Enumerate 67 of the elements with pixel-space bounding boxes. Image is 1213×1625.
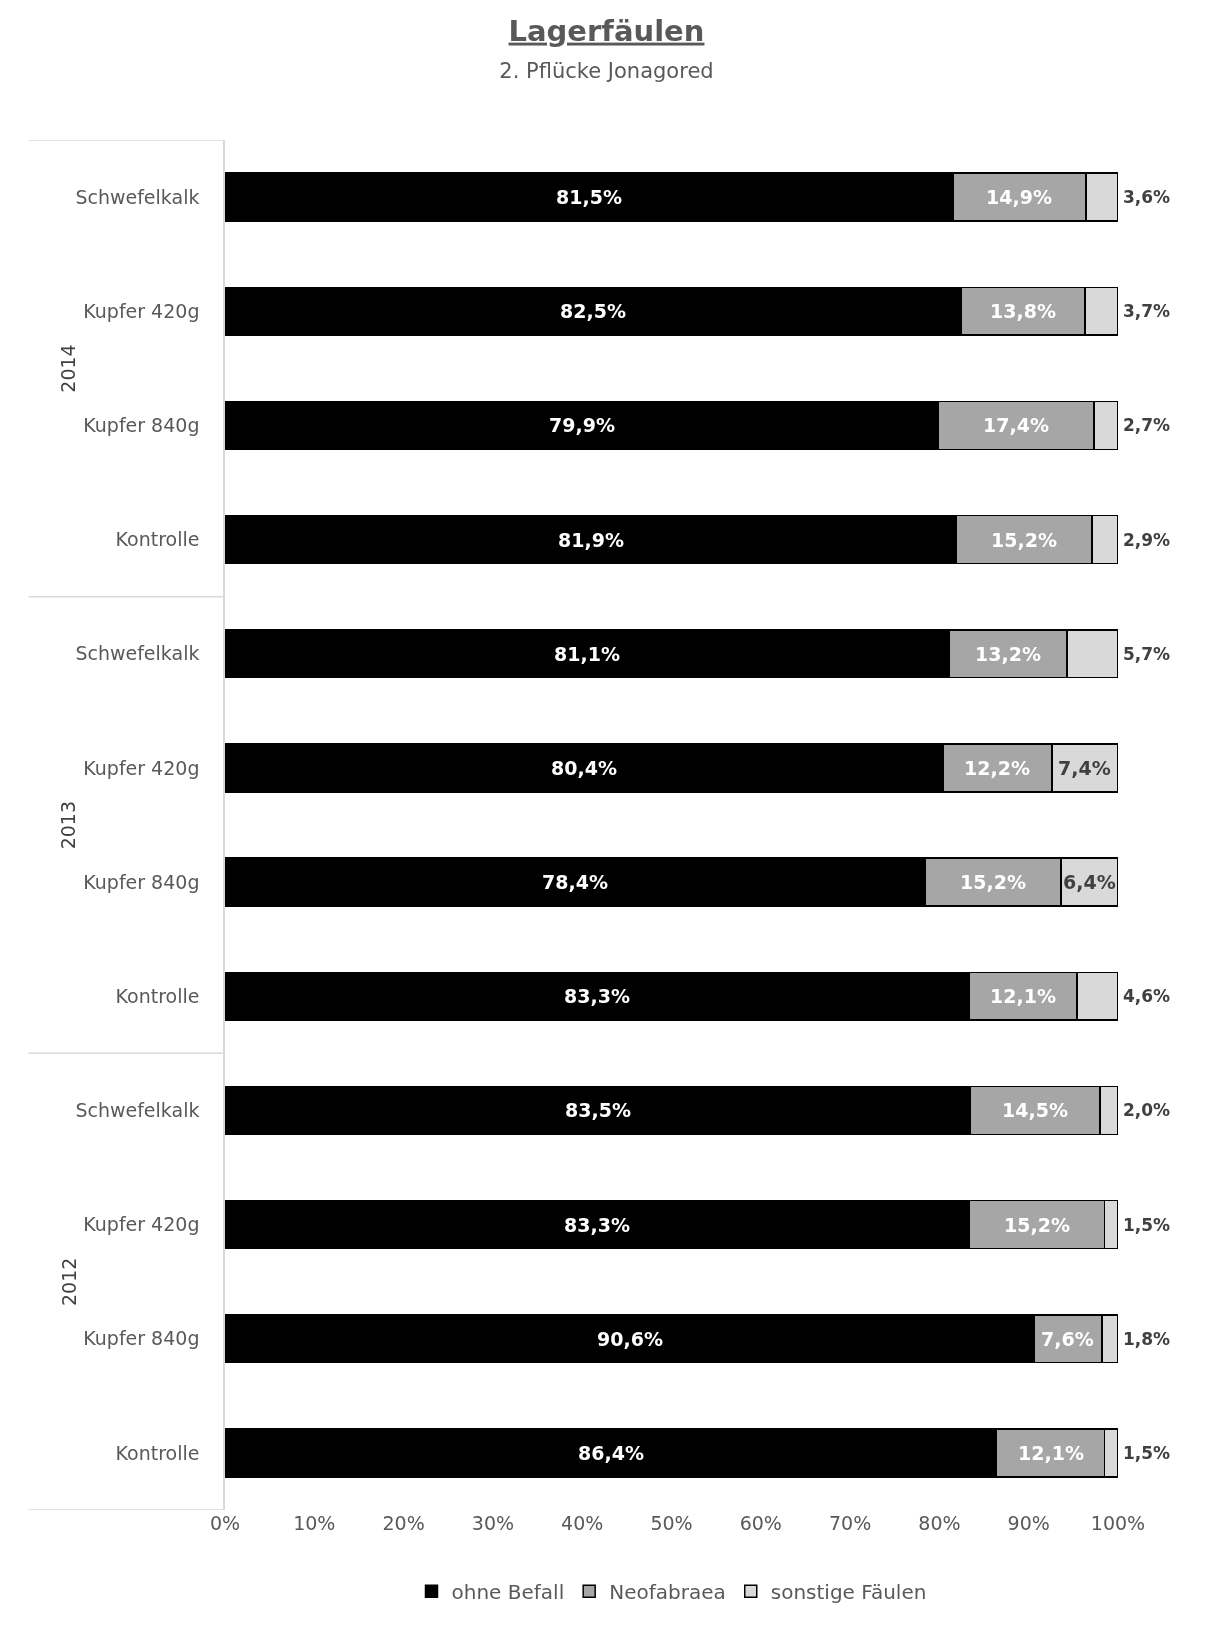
- x-tick-label: 20%: [382, 1512, 425, 1534]
- legend-label: sonstige Fäulen: [770, 1579, 927, 1604]
- y-tick-label: Kupfer 840g: [83, 870, 200, 893]
- data-label: 15,2%: [960, 871, 1026, 893]
- data-label: 86,4%: [578, 1442, 644, 1464]
- y-tick-label: Kontrolle: [115, 984, 200, 1007]
- legend-label: Neofabraea: [609, 1579, 726, 1604]
- data-label: 6,4%: [1063, 871, 1116, 893]
- data-label: 2,7%: [1123, 415, 1171, 435]
- y-tick-label: Kontrolle: [115, 1441, 200, 1464]
- data-label: 15,2%: [1004, 1214, 1070, 1236]
- data-label: 15,2%: [991, 529, 1057, 551]
- data-label: 80,4%: [551, 757, 617, 779]
- data-label: 81,9%: [558, 529, 624, 551]
- x-tick-label: 100%: [1090, 1512, 1146, 1534]
- data-label: 4,6%: [1123, 986, 1171, 1006]
- y-tick-label: Schwefelkalk: [75, 642, 200, 665]
- data-label: 12,1%: [1018, 1442, 1084, 1464]
- data-label: 1,8%: [1123, 1329, 1171, 1349]
- data-label: 7,4%: [1058, 757, 1111, 779]
- y-tick-label: Kontrolle: [115, 528, 200, 551]
- chart-title: Lagerfäulen: [508, 13, 705, 48]
- x-tick-label: 40%: [561, 1512, 604, 1534]
- x-tick-label: 10%: [293, 1512, 336, 1534]
- x-tick-label: 90%: [1007, 1512, 1050, 1534]
- data-label: 82,5%: [560, 300, 626, 322]
- x-tick-label: 60%: [739, 1512, 782, 1534]
- data-label: 13,2%: [975, 643, 1041, 665]
- data-label: 81,1%: [554, 643, 620, 665]
- data-label: 2,9%: [1123, 530, 1171, 550]
- y-tick-label: Kupfer 420g: [83, 299, 200, 322]
- data-label: 83,3%: [564, 985, 630, 1007]
- x-tick-label: 70%: [828, 1512, 872, 1534]
- y-tick-label: Schwefelkalk: [75, 185, 200, 208]
- data-label: 1,5%: [1123, 1443, 1171, 1463]
- legend-label: ohne Befall: [451, 1579, 565, 1604]
- text: 2012: [57, 1257, 80, 1306]
- data-label: 3,7%: [1123, 301, 1171, 321]
- data-label: 78,4%: [542, 871, 608, 893]
- text: 2013: [57, 800, 80, 850]
- data-label: 79,9%: [549, 414, 615, 436]
- data-label: 83,3%: [564, 1214, 630, 1236]
- data-label: 81,5%: [556, 186, 622, 208]
- x-tick-label: 0%: [209, 1512, 241, 1534]
- data-label: 14,9%: [986, 186, 1052, 208]
- x-tick-label: 30%: [471, 1512, 515, 1534]
- data-label: 14,5%: [1002, 1099, 1068, 1121]
- y-tick-label: Kupfer 420g: [83, 1213, 200, 1236]
- text: 2014: [57, 344, 79, 393]
- data-label: 12,1%: [990, 985, 1056, 1007]
- data-label: 7,6%: [1041, 1328, 1094, 1350]
- data-label: 13,8%: [990, 300, 1056, 322]
- y-tick-label: Schwefelkalk: [75, 1099, 200, 1122]
- y-tick-label: Kupfer 420g: [83, 756, 200, 779]
- data-label: 5,7%: [1123, 644, 1171, 664]
- data-label: 90,6%: [597, 1328, 663, 1350]
- x-tick-label: 80%: [918, 1512, 961, 1534]
- data-label: 3,6%: [1123, 187, 1171, 207]
- x-tick-label: 50%: [650, 1512, 693, 1534]
- data-label: 2,0%: [1123, 1100, 1171, 1120]
- data-label: 1,5%: [1123, 1215, 1171, 1235]
- data-label: 12,2%: [964, 757, 1030, 779]
- y-tick-label: Kupfer 840g: [83, 1327, 200, 1350]
- data-label: 83,5%: [565, 1099, 631, 1121]
- data-label: 17,4%: [983, 414, 1049, 436]
- chart-subtitle: 2. Pflücke Jonagored: [499, 59, 714, 84]
- y-tick-label: Kupfer 840g: [83, 414, 200, 437]
